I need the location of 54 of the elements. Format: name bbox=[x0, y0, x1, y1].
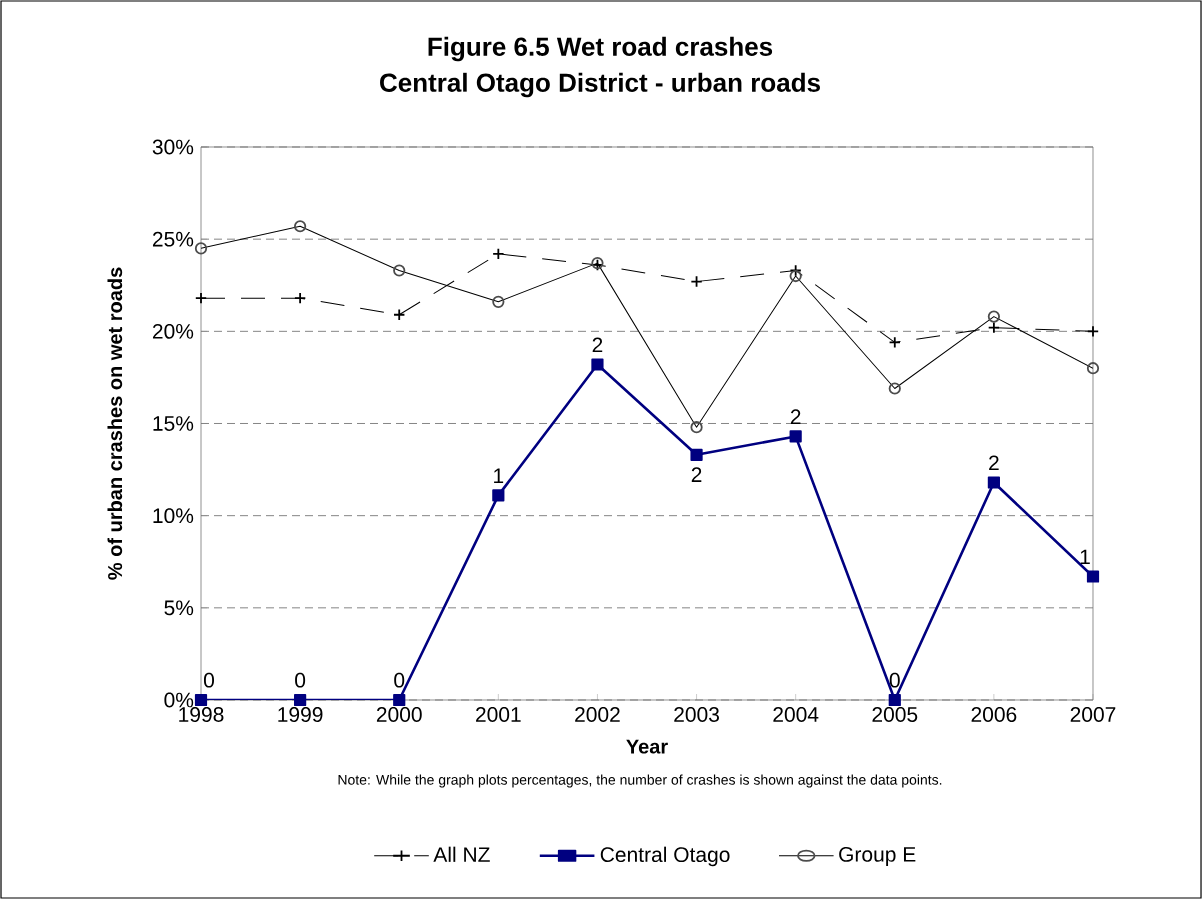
x-tick-label: 2003 bbox=[674, 707, 719, 722]
annotation: 0 bbox=[889, 672, 900, 688]
point bbox=[888, 336, 901, 349]
x-axis-title: Year bbox=[626, 739, 668, 754]
point bbox=[492, 489, 505, 502]
annotation: 1 bbox=[494, 468, 504, 483]
legend-label: Group E bbox=[839, 846, 916, 866]
x-tick-label: 2002 bbox=[575, 707, 620, 722]
annotation: 0 bbox=[295, 672, 306, 688]
point bbox=[690, 275, 703, 288]
chart-subtitle: Central Otago District - urban roads bbox=[380, 72, 820, 98]
y-tick-label: 10% bbox=[153, 508, 194, 524]
point bbox=[1086, 325, 1100, 338]
y-tick-label: 25% bbox=[152, 231, 194, 247]
chart-title: Figure 6.5 Wet road crashes bbox=[428, 36, 773, 62]
y-tick-label: 15% bbox=[153, 416, 194, 431]
point bbox=[987, 321, 1000, 334]
point bbox=[1086, 570, 1100, 583]
text: Note: While the graph plots percentages, the number of crashes is shown against the data points. bbox=[338, 774, 942, 788]
point bbox=[393, 693, 406, 707]
x-tick-label: 2006 bbox=[971, 707, 1017, 722]
point bbox=[294, 693, 307, 707]
point bbox=[789, 430, 802, 443]
y-tick-label: 5% bbox=[164, 600, 194, 616]
x-tick-label: 2004 bbox=[773, 707, 819, 722]
x-tick-label: 1998 bbox=[179, 707, 224, 722]
y-tick-label: 30% bbox=[152, 139, 194, 155]
annotation: 2 bbox=[691, 467, 702, 482]
point bbox=[194, 292, 208, 305]
annotation: 2 bbox=[790, 409, 801, 424]
annotation: 1 bbox=[1080, 549, 1090, 565]
y-tick-label: 0% bbox=[164, 692, 194, 708]
legend-label: All NZ bbox=[433, 846, 490, 862]
point bbox=[888, 693, 901, 707]
y-axis-title: % of urban crashes on wet roads bbox=[107, 267, 123, 580]
legend-label: Central Otago bbox=[600, 846, 730, 867]
point bbox=[690, 448, 703, 461]
x-tick-label: 1999 bbox=[278, 707, 323, 722]
annotation: 2 bbox=[592, 337, 603, 353]
x-tick-label: 2001 bbox=[476, 707, 521, 722]
x-tick-label: 2000 bbox=[376, 707, 422, 722]
y-tick-label: 20% bbox=[152, 323, 194, 339]
point bbox=[789, 264, 802, 277]
point bbox=[987, 476, 1000, 489]
x-tick-label: 2007 bbox=[1070, 707, 1116, 722]
x-tick-label: 2005 bbox=[872, 707, 918, 722]
annotation: 2 bbox=[989, 455, 999, 471]
annotation: 0 bbox=[203, 672, 215, 688]
point bbox=[591, 358, 604, 371]
point bbox=[393, 308, 406, 321]
point bbox=[194, 693, 208, 707]
point bbox=[294, 292, 307, 305]
annotation: 0 bbox=[394, 672, 405, 688]
point bbox=[492, 247, 505, 261]
